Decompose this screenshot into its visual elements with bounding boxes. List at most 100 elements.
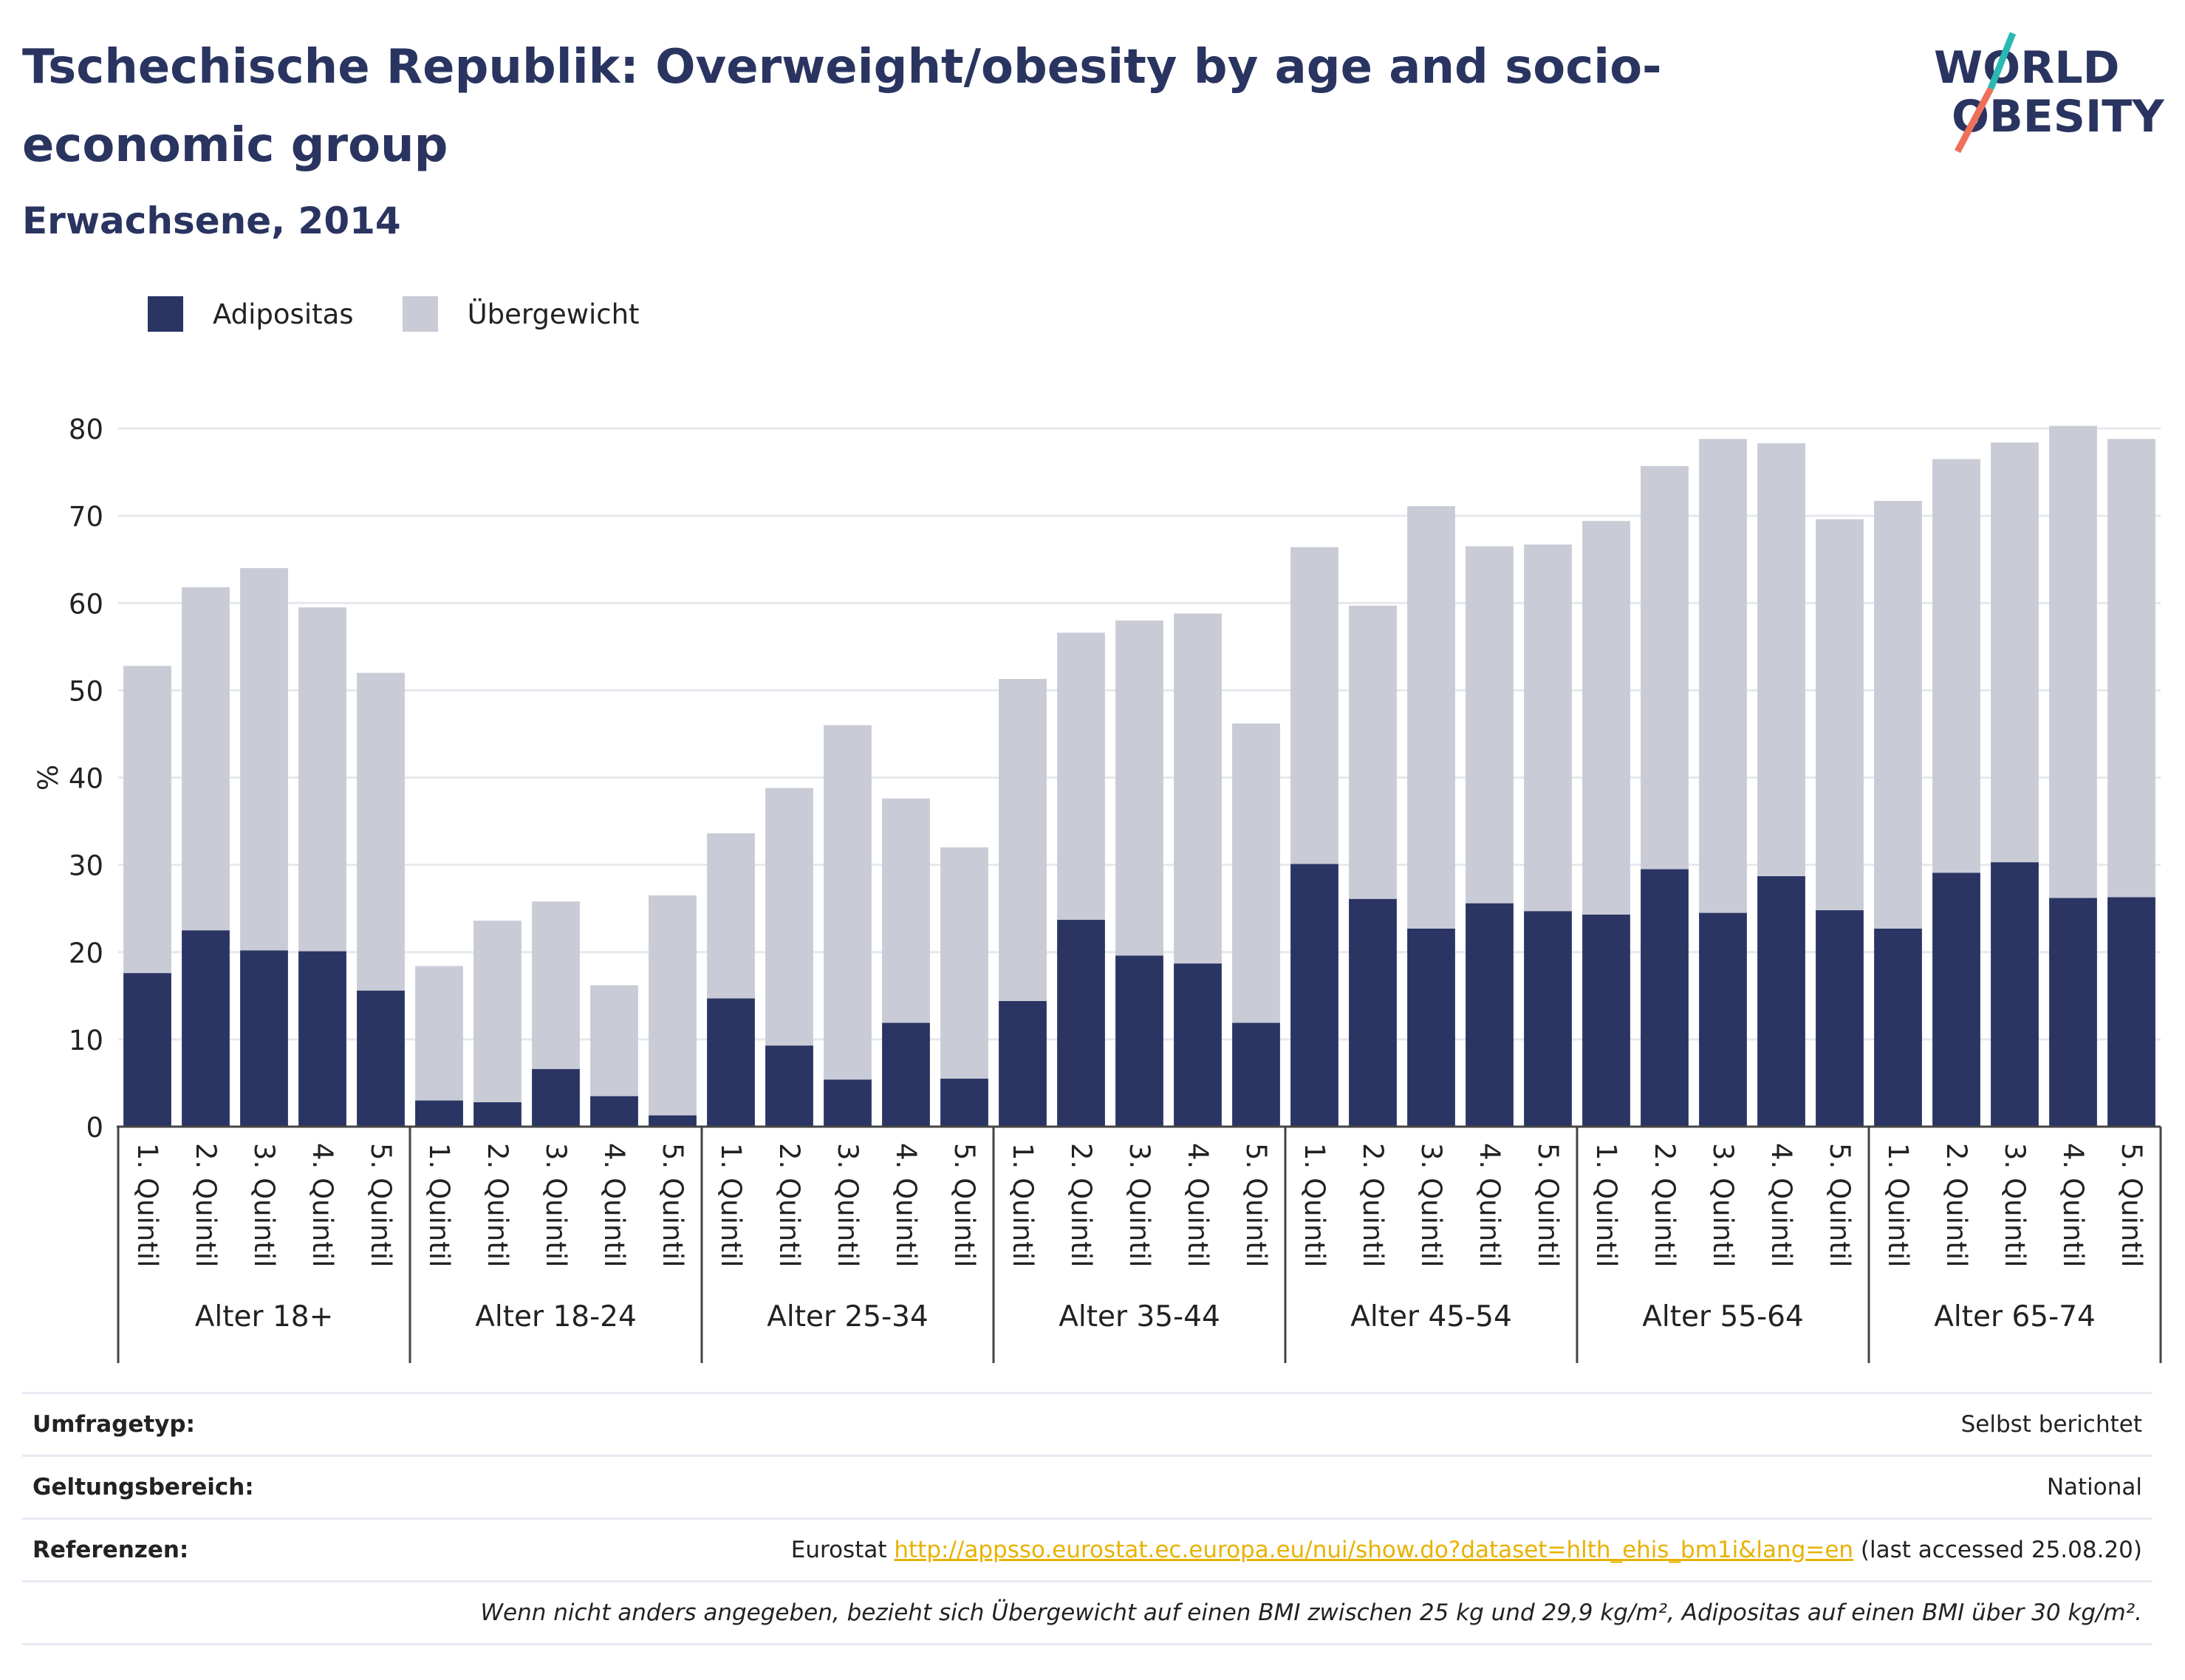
bar-adipositas [1232, 1022, 1280, 1127]
x-tick-label: 1. Quintil [1299, 1143, 1330, 1267]
x-tick-label: 3. Quintil [832, 1143, 864, 1267]
y-axis-label: % [33, 765, 64, 791]
bar-adipositas [1349, 898, 1397, 1127]
meta-row-note: Wenn nicht anders angegeben, bezieht sic… [22, 1580, 2152, 1645]
bar-uebergewicht [1407, 506, 1455, 929]
x-tick-label: 4. Quintil [2057, 1143, 2089, 1267]
stacked-bar-chart: 0 10 20 30 40 50 60 70 80% 1. Quintil 2. Quintil 3.… [33, 414, 2162, 1363]
legend-label-adipositas: Adipositas [213, 298, 354, 330]
x-tick-label: 1. Quintil [715, 1143, 747, 1267]
bar-adipositas [1524, 911, 1572, 1127]
bar-adipositas [2107, 897, 2155, 1127]
bar-uebergewicht [765, 788, 813, 1046]
bar-uebergewicht [882, 798, 930, 1023]
x-tick-label: 5. Quintil [948, 1143, 980, 1267]
group-label: Alter 25-34 [767, 1300, 929, 1334]
group-label: Alter 65-74 [1934, 1300, 2096, 1334]
bar-uebergewicht [415, 966, 463, 1101]
y-tick-label: 10 [69, 1025, 103, 1056]
meta-ref-value: Eurostat http://appsso.eurostat.ec.europ… [791, 1537, 2142, 1563]
x-tick-label: 4. Quintil [598, 1143, 630, 1267]
bar-adipositas [1582, 914, 1630, 1127]
bar-adipositas [1816, 910, 1864, 1127]
group-label: Alter 18-24 [475, 1300, 637, 1334]
bar-uebergewicht [590, 985, 638, 1096]
bar-adipositas [2049, 898, 2097, 1127]
x-tick-label: 4. Quintil [307, 1143, 338, 1267]
bar-uebergewicht [649, 895, 697, 1116]
x-tick-label: 3. Quintil [1124, 1143, 1155, 1267]
bar-adipositas [240, 950, 288, 1127]
x-tick-label: 1. Quintil [131, 1143, 163, 1267]
bar-adipositas [1290, 864, 1338, 1127]
bar-uebergewicht [240, 568, 288, 951]
x-tick-label: 5. Quintil [657, 1143, 688, 1267]
group-label: Alter 18+ [195, 1300, 334, 1334]
bar-adipositas [940, 1079, 988, 1127]
bar-adipositas [999, 1000, 1047, 1127]
meta-ref-source: Eurostat [790, 1537, 887, 1563]
bar-adipositas [532, 1069, 580, 1127]
x-tick-label: 2. Quintil [1940, 1143, 1972, 1267]
x-tick-label: 3. Quintil [248, 1143, 280, 1267]
bar-adipositas [1699, 912, 1747, 1127]
bar-uebergewicht [298, 607, 346, 952]
bar-adipositas [1641, 869, 1689, 1127]
bar-adipositas [590, 1096, 638, 1127]
bar-adipositas [298, 951, 346, 1127]
x-tick-label: 2. Quintil [1357, 1143, 1389, 1267]
legend-item-uebergewicht[interactable]: Übergewicht [402, 296, 640, 332]
chart-title: Tschechische Republik: Overweight/obesit… [22, 40, 1662, 173]
group-label: Alter 35-44 [1059, 1300, 1220, 1334]
bar-uebergewicht [1874, 501, 1922, 929]
x-tick-label: 3. Quintil [1707, 1143, 1739, 1267]
x-tick-label: 3. Quintil [1999, 1143, 2031, 1267]
group-label: Alter 45-54 [1350, 1300, 1512, 1334]
bar-uebergewicht [1115, 620, 1163, 956]
y-tick-label: 80 [69, 414, 103, 445]
bar-adipositas [1407, 928, 1455, 1127]
meta-ref-link[interactable]: http://appsso.eurostat.ec.europa.eu/nui/… [894, 1537, 1854, 1563]
y-tick-label: 60 [69, 588, 103, 620]
bar-uebergewicht [707, 833, 755, 999]
bar-uebergewicht [1699, 439, 1747, 913]
x-tick-label: 5. Quintil [1532, 1143, 1564, 1267]
bar-uebergewicht [940, 847, 988, 1079]
logo-slash-teal [1987, 32, 2017, 90]
legend-label-uebergewicht: Übergewicht [467, 298, 640, 330]
logo-slash-coral [1955, 86, 1994, 154]
meta-row-references: Referenzen: Eurostat http://appsso.euros… [22, 1517, 2152, 1580]
meta-ref-label: Referenzen: [33, 1537, 189, 1563]
x-tick-label: 4. Quintil [890, 1143, 922, 1267]
bar-adipositas [123, 973, 171, 1127]
bar-uebergewicht [1524, 544, 1572, 912]
bar-uebergewicht [1582, 521, 1630, 915]
bar-adipositas [765, 1045, 813, 1127]
bar-uebergewicht [1932, 459, 1980, 873]
bar-adipositas [649, 1115, 697, 1127]
bar-uebergewicht [999, 679, 1047, 1001]
bar-adipositas [1874, 928, 1922, 1127]
x-tick-label: 4. Quintil [1765, 1143, 1797, 1267]
y-tick-label: 0 [86, 1112, 103, 1144]
meta-survey-value: Selbst berichtet [1960, 1411, 2142, 1438]
x-tick-label: 2. Quintil [1649, 1143, 1680, 1267]
y-tick-label: 70 [69, 501, 103, 533]
y-tick-label: 40 [69, 763, 103, 795]
x-tick-label: 3. Quintil [1415, 1143, 1447, 1267]
bar-adipositas [824, 1079, 872, 1127]
x-tick-label: 1. Quintil [423, 1143, 455, 1267]
x-tick-label: 5. Quintil [2116, 1143, 2147, 1267]
bar-adipositas [473, 1102, 522, 1127]
bar-adipositas [882, 1022, 930, 1127]
bar-adipositas [1991, 862, 2039, 1127]
bar-adipositas [1174, 963, 1222, 1127]
meta-row-scope: Geltungsbereich: National [22, 1455, 2152, 1517]
bar-uebergewicht [2049, 426, 2097, 898]
bar-adipositas [1057, 920, 1105, 1127]
bar-adipositas [415, 1100, 463, 1127]
legend-item-adipositas[interactable]: Adipositas [148, 296, 354, 332]
meta-survey-label: Umfragetyp: [33, 1411, 195, 1438]
y-tick-label: 50 [69, 675, 103, 707]
bar-uebergewicht [123, 666, 171, 974]
